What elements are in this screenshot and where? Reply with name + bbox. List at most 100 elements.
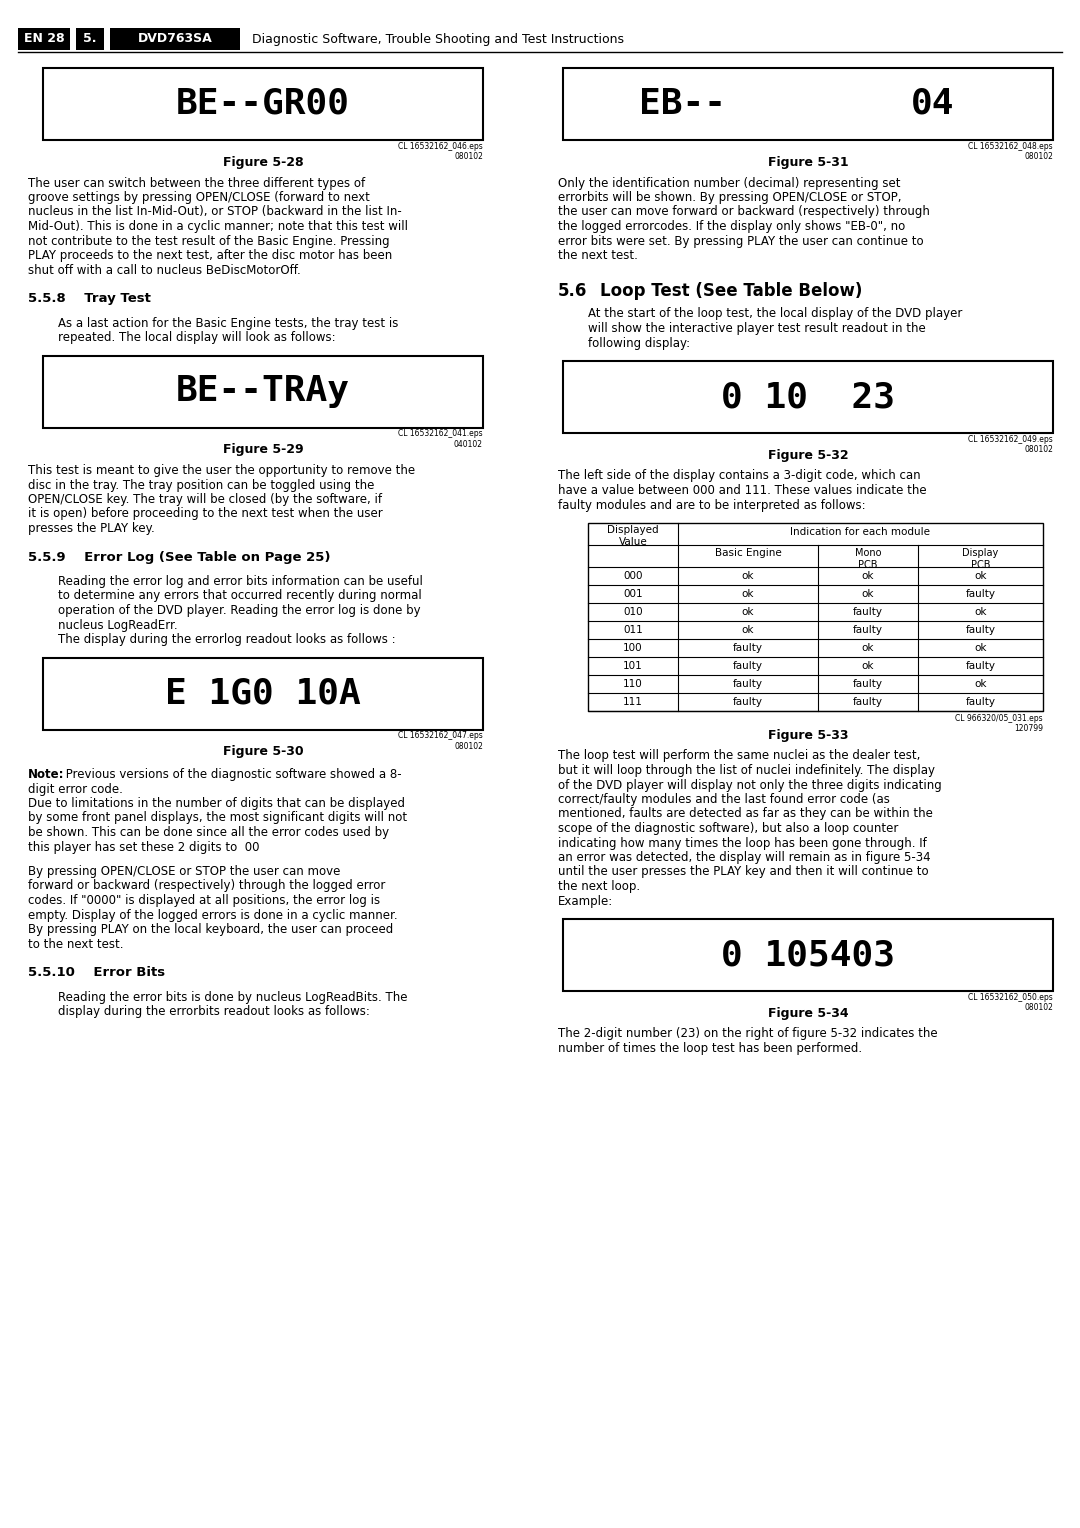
Text: 101: 101 bbox=[623, 662, 643, 671]
Bar bbox=[563, 918, 1053, 992]
Text: DVD763SA: DVD763SA bbox=[137, 32, 213, 46]
Text: ok: ok bbox=[862, 588, 874, 599]
Text: groove settings by pressing OPEN/CLOSE (forward to next: groove settings by pressing OPEN/CLOSE (… bbox=[28, 191, 369, 205]
Text: Indication for each module: Indication for each module bbox=[791, 527, 931, 536]
Text: Displayed
Value: Displayed Value bbox=[607, 526, 659, 547]
Text: errorbits will be shown. By pressing OPEN/CLOSE or STOP,: errorbits will be shown. By pressing OPE… bbox=[558, 191, 902, 205]
Text: ok: ok bbox=[742, 625, 754, 636]
Text: This test is meant to give the user the opportunity to remove the: This test is meant to give the user the … bbox=[28, 465, 415, 477]
Text: Due to limitations in the number of digits that can be displayed: Due to limitations in the number of digi… bbox=[28, 798, 405, 810]
Text: EN 28: EN 28 bbox=[24, 32, 65, 46]
Text: Reading the error log and error bits information can be useful: Reading the error log and error bits inf… bbox=[58, 575, 423, 588]
Text: ok: ok bbox=[862, 571, 874, 581]
Text: to the next test.: to the next test. bbox=[28, 938, 123, 950]
Text: By pressing PLAY on the local keyboard, the user can proceed: By pressing PLAY on the local keyboard, … bbox=[28, 923, 393, 937]
Bar bbox=[43, 657, 483, 729]
Text: ok: ok bbox=[974, 607, 987, 617]
Text: faulty: faulty bbox=[853, 697, 883, 707]
Text: the user can move forward or backward (respectively) through: the user can move forward or backward (r… bbox=[558, 205, 930, 219]
Text: forward or backward (respectively) through the logged error: forward or backward (respectively) throu… bbox=[28, 880, 386, 892]
Text: an error was detected, the display will remain as in figure 5-34: an error was detected, the display will … bbox=[558, 851, 931, 863]
Text: Figure 5-29: Figure 5-29 bbox=[222, 443, 303, 457]
Text: Note:: Note: bbox=[28, 769, 65, 781]
Text: The loop test will perform the same nuclei as the dealer test,: The loop test will perform the same nucl… bbox=[558, 750, 920, 762]
Text: ok: ok bbox=[974, 643, 987, 652]
Text: the logged errorcodes. If the display only shows "EB-0", no: the logged errorcodes. If the display on… bbox=[558, 220, 905, 232]
Text: 011: 011 bbox=[623, 625, 643, 636]
Text: BE--TRAy: BE--TRAy bbox=[176, 374, 350, 408]
Text: Figure 5-30: Figure 5-30 bbox=[222, 746, 303, 758]
Bar bbox=[110, 28, 240, 50]
Text: CL 16532162_041.eps
040102: CL 16532162_041.eps 040102 bbox=[399, 429, 483, 449]
Bar bbox=[18, 28, 70, 50]
Text: EB--: EB-- bbox=[639, 87, 727, 121]
Text: ok: ok bbox=[974, 571, 987, 581]
Text: will show the interactive player test result readout in the: will show the interactive player test re… bbox=[588, 322, 926, 335]
Bar bbox=[76, 28, 104, 50]
Text: 5.5.8    Tray Test: 5.5.8 Tray Test bbox=[28, 292, 151, 306]
Text: As a last action for the Basic Engine tests, the tray test is: As a last action for the Basic Engine te… bbox=[58, 316, 399, 330]
Text: 000: 000 bbox=[623, 571, 643, 581]
Text: Display
PCB: Display PCB bbox=[962, 549, 999, 570]
Text: Diagnostic Software, Trouble Shooting and Test Instructions: Diagnostic Software, Trouble Shooting an… bbox=[252, 32, 624, 46]
Text: disc in the tray. The tray position can be toggled using the: disc in the tray. The tray position can … bbox=[28, 478, 375, 492]
Text: Reading the error bits is done by nucleus LogReadBits. The: Reading the error bits is done by nucleu… bbox=[58, 990, 407, 1004]
Text: it is open) before proceeding to the next test when the user: it is open) before proceeding to the nex… bbox=[28, 507, 382, 521]
Text: Figure 5-33: Figure 5-33 bbox=[768, 729, 848, 743]
Text: At the start of the loop test, the local display of the DVD player: At the start of the loop test, the local… bbox=[588, 307, 962, 321]
Bar bbox=[563, 361, 1053, 432]
Text: 04: 04 bbox=[912, 87, 955, 121]
Text: PLAY proceeds to the next test, after the disc motor has been: PLAY proceeds to the next test, after th… bbox=[28, 249, 392, 261]
Text: the next loop.: the next loop. bbox=[558, 880, 640, 892]
Text: 001: 001 bbox=[623, 588, 643, 599]
Text: the next test.: the next test. bbox=[558, 249, 638, 261]
Text: correct/faulty modules and the last found error code (as: correct/faulty modules and the last foun… bbox=[558, 793, 890, 805]
Text: The 2-digit number (23) on the right of figure 5-32 indicates the: The 2-digit number (23) on the right of … bbox=[558, 1027, 937, 1041]
Text: The user can switch between the three different types of: The user can switch between the three di… bbox=[28, 177, 365, 189]
Text: faulty: faulty bbox=[733, 643, 762, 652]
Text: CL 16532162_050.eps
080102: CL 16532162_050.eps 080102 bbox=[969, 993, 1053, 1013]
Bar bbox=[588, 523, 1043, 711]
Text: 010: 010 bbox=[623, 607, 643, 617]
Text: indicating how many times the loop has been gone through. If: indicating how many times the loop has b… bbox=[558, 836, 927, 850]
Text: digit error code.: digit error code. bbox=[28, 782, 123, 796]
Text: following display:: following display: bbox=[588, 336, 690, 350]
Text: 100: 100 bbox=[623, 643, 643, 652]
Bar bbox=[43, 356, 483, 428]
Text: faulty: faulty bbox=[733, 678, 762, 689]
Text: number of times the loop test has been performed.: number of times the loop test has been p… bbox=[558, 1042, 862, 1054]
Text: CL 16532162_049.eps
080102: CL 16532162_049.eps 080102 bbox=[969, 435, 1053, 454]
Text: ok: ok bbox=[742, 588, 754, 599]
Text: CL 966320/05_031.eps
120799: CL 966320/05_031.eps 120799 bbox=[956, 714, 1043, 733]
Bar bbox=[43, 69, 483, 141]
Text: Loop Test (See Table Below): Loop Test (See Table Below) bbox=[600, 281, 862, 299]
Text: display during the errorbits readout looks as follows:: display during the errorbits readout loo… bbox=[58, 1005, 369, 1018]
Text: By pressing OPEN/CLOSE or STOP the user can move: By pressing OPEN/CLOSE or STOP the user … bbox=[28, 865, 340, 879]
Text: ok: ok bbox=[862, 643, 874, 652]
Text: this player has set these 2 digits to  00: this player has set these 2 digits to 00 bbox=[28, 840, 259, 854]
Text: faulty: faulty bbox=[966, 588, 996, 599]
Text: 5.5.9    Error Log (See Table on Page 25): 5.5.9 Error Log (See Table on Page 25) bbox=[28, 550, 330, 564]
Text: 5.5.10    Error Bits: 5.5.10 Error Bits bbox=[28, 966, 165, 979]
Text: Previous versions of the diagnostic software showed a 8-: Previous versions of the diagnostic soft… bbox=[62, 769, 402, 781]
Text: CL 16532162_047.eps
080102: CL 16532162_047.eps 080102 bbox=[399, 732, 483, 750]
Text: 5.: 5. bbox=[83, 32, 97, 46]
Text: BE--GR00: BE--GR00 bbox=[176, 87, 350, 121]
Text: codes. If "0000" is displayed at all positions, the error log is: codes. If "0000" is displayed at all pos… bbox=[28, 894, 380, 908]
Text: ok: ok bbox=[742, 571, 754, 581]
Text: mentioned, faults are detected as far as they can be within the: mentioned, faults are detected as far as… bbox=[558, 807, 933, 821]
Text: to determine any errors that occurred recently during normal: to determine any errors that occurred re… bbox=[58, 590, 422, 602]
Text: The left side of the display contains a 3-digit code, which can: The left side of the display contains a … bbox=[558, 469, 920, 483]
Text: by some front panel displays, the most significant digits will not: by some front panel displays, the most s… bbox=[28, 811, 407, 825]
Text: faulty: faulty bbox=[966, 662, 996, 671]
Text: CL 16532162_046.eps
080102: CL 16532162_046.eps 080102 bbox=[399, 142, 483, 162]
Text: ok: ok bbox=[742, 607, 754, 617]
Text: faulty: faulty bbox=[733, 697, 762, 707]
Text: faulty modules and are to be interpreted as follows:: faulty modules and are to be interpreted… bbox=[558, 498, 866, 512]
Text: Mid-Out). This is done in a cyclic manner; note that this test will: Mid-Out). This is done in a cyclic manne… bbox=[28, 220, 408, 232]
Text: shut off with a call to nucleus BeDiscMotorOff.: shut off with a call to nucleus BeDiscMo… bbox=[28, 263, 300, 277]
Text: scope of the diagnostic software), but also a loop counter: scope of the diagnostic software), but a… bbox=[558, 822, 899, 834]
Text: presses the PLAY key.: presses the PLAY key. bbox=[28, 523, 154, 535]
Text: The display during the errorlog readout looks as follows :: The display during the errorlog readout … bbox=[58, 633, 395, 646]
Text: be shown. This can be done since all the error codes used by: be shown. This can be done since all the… bbox=[28, 827, 389, 839]
